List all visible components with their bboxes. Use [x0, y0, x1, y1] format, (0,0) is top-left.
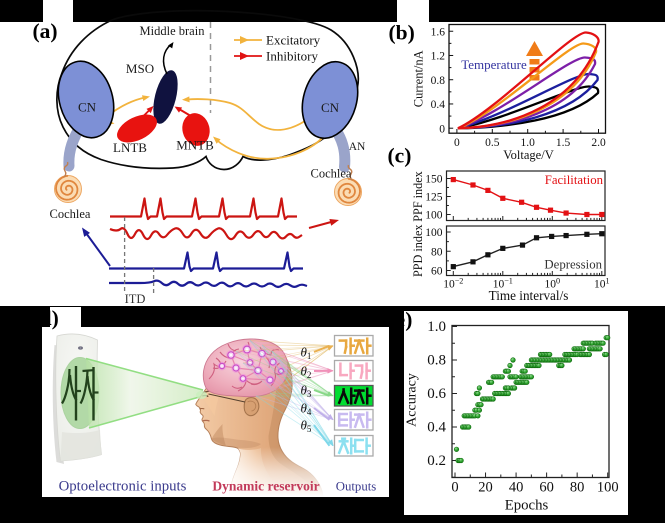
svg-text:Facilitation: Facilitation	[545, 173, 604, 187]
svg-text:Temperature: Temperature	[461, 57, 527, 72]
svg-text:100: 100	[597, 480, 619, 496]
svg-text:2.0: 2.0	[591, 137, 606, 149]
svg-text:60: 60	[431, 266, 443, 278]
svg-text:Excitatory: Excitatory	[266, 33, 321, 48]
svg-text:0: 0	[451, 480, 458, 496]
svg-text:100: 100	[425, 210, 443, 222]
svg-text:40: 40	[509, 480, 524, 496]
svg-text:Voltage/V: Voltage/V	[503, 148, 553, 162]
svg-text:Current/nA: Current/nA	[412, 50, 426, 107]
svg-text:θ5: θ5	[301, 418, 312, 435]
svg-text:Outputs: Outputs	[336, 480, 377, 494]
svg-text:Inhibitory: Inhibitory	[266, 49, 318, 64]
svg-text:1.0: 1.0	[521, 137, 536, 149]
svg-text:Cochlea: Cochlea	[50, 207, 91, 221]
svg-text:150: 150	[425, 174, 443, 186]
svg-text:Middle brain: Middle brain	[140, 24, 206, 38]
svg-text:80: 80	[570, 480, 585, 496]
svg-text:125: 125	[425, 192, 443, 204]
svg-text:ITD: ITD	[125, 292, 146, 306]
svg-text:PPF index: PPF index	[411, 171, 425, 221]
svg-text:LNTB: LNTB	[113, 140, 147, 155]
svg-text:(c): (c)	[388, 144, 412, 168]
svg-text:θ1: θ1	[301, 345, 312, 362]
svg-text:MSO: MSO	[126, 61, 154, 76]
svg-text:Time interval/s: Time interval/s	[489, 288, 569, 303]
svg-text:(b): (b)	[389, 21, 415, 45]
svg-text:(a): (a)	[33, 19, 58, 43]
svg-text:Optoelectronic inputs: Optoelectronic inputs	[59, 479, 187, 495]
svg-text:20: 20	[478, 480, 493, 496]
svg-text:0.6: 0.6	[427, 386, 446, 402]
svg-text:θ2: θ2	[301, 364, 312, 381]
svg-text:0.8: 0.8	[427, 353, 446, 369]
svg-text:0.8: 0.8	[431, 75, 446, 87]
svg-text:AN: AN	[349, 141, 366, 153]
svg-text:60: 60	[539, 480, 554, 496]
svg-text:0: 0	[454, 137, 460, 149]
svg-text:100: 100	[425, 227, 443, 239]
svg-text:PPD index: PPD index	[411, 225, 425, 277]
svg-text:0.5: 0.5	[485, 137, 500, 149]
svg-text:CN: CN	[321, 100, 340, 115]
svg-text:0: 0	[439, 123, 445, 135]
svg-text:CN: CN	[78, 100, 97, 115]
svg-text:1.2: 1.2	[431, 51, 446, 63]
svg-text:θ4: θ4	[301, 401, 312, 418]
svg-text:Depression: Depression	[544, 258, 602, 272]
svg-text:80: 80	[431, 246, 443, 258]
svg-text:Dynamic reservoir: Dynamic reservoir	[212, 479, 319, 494]
svg-text:0.4: 0.4	[427, 420, 446, 436]
svg-text:θ3: θ3	[301, 383, 312, 400]
svg-text:MNTB: MNTB	[176, 138, 214, 153]
svg-text:Accuracy: Accuracy	[405, 373, 420, 427]
svg-text:Epochs: Epochs	[505, 498, 549, 514]
svg-text:(e): (e)	[389, 308, 413, 332]
svg-text:0.4: 0.4	[431, 99, 446, 111]
svg-text:0.2: 0.2	[427, 453, 446, 469]
svg-text:Cochlea: Cochlea	[311, 167, 352, 181]
svg-text:1.0: 1.0	[427, 319, 446, 335]
svg-text:1.6: 1.6	[431, 26, 446, 38]
svg-text:(d): (d)	[33, 306, 59, 330]
svg-text:1.5: 1.5	[556, 137, 571, 149]
